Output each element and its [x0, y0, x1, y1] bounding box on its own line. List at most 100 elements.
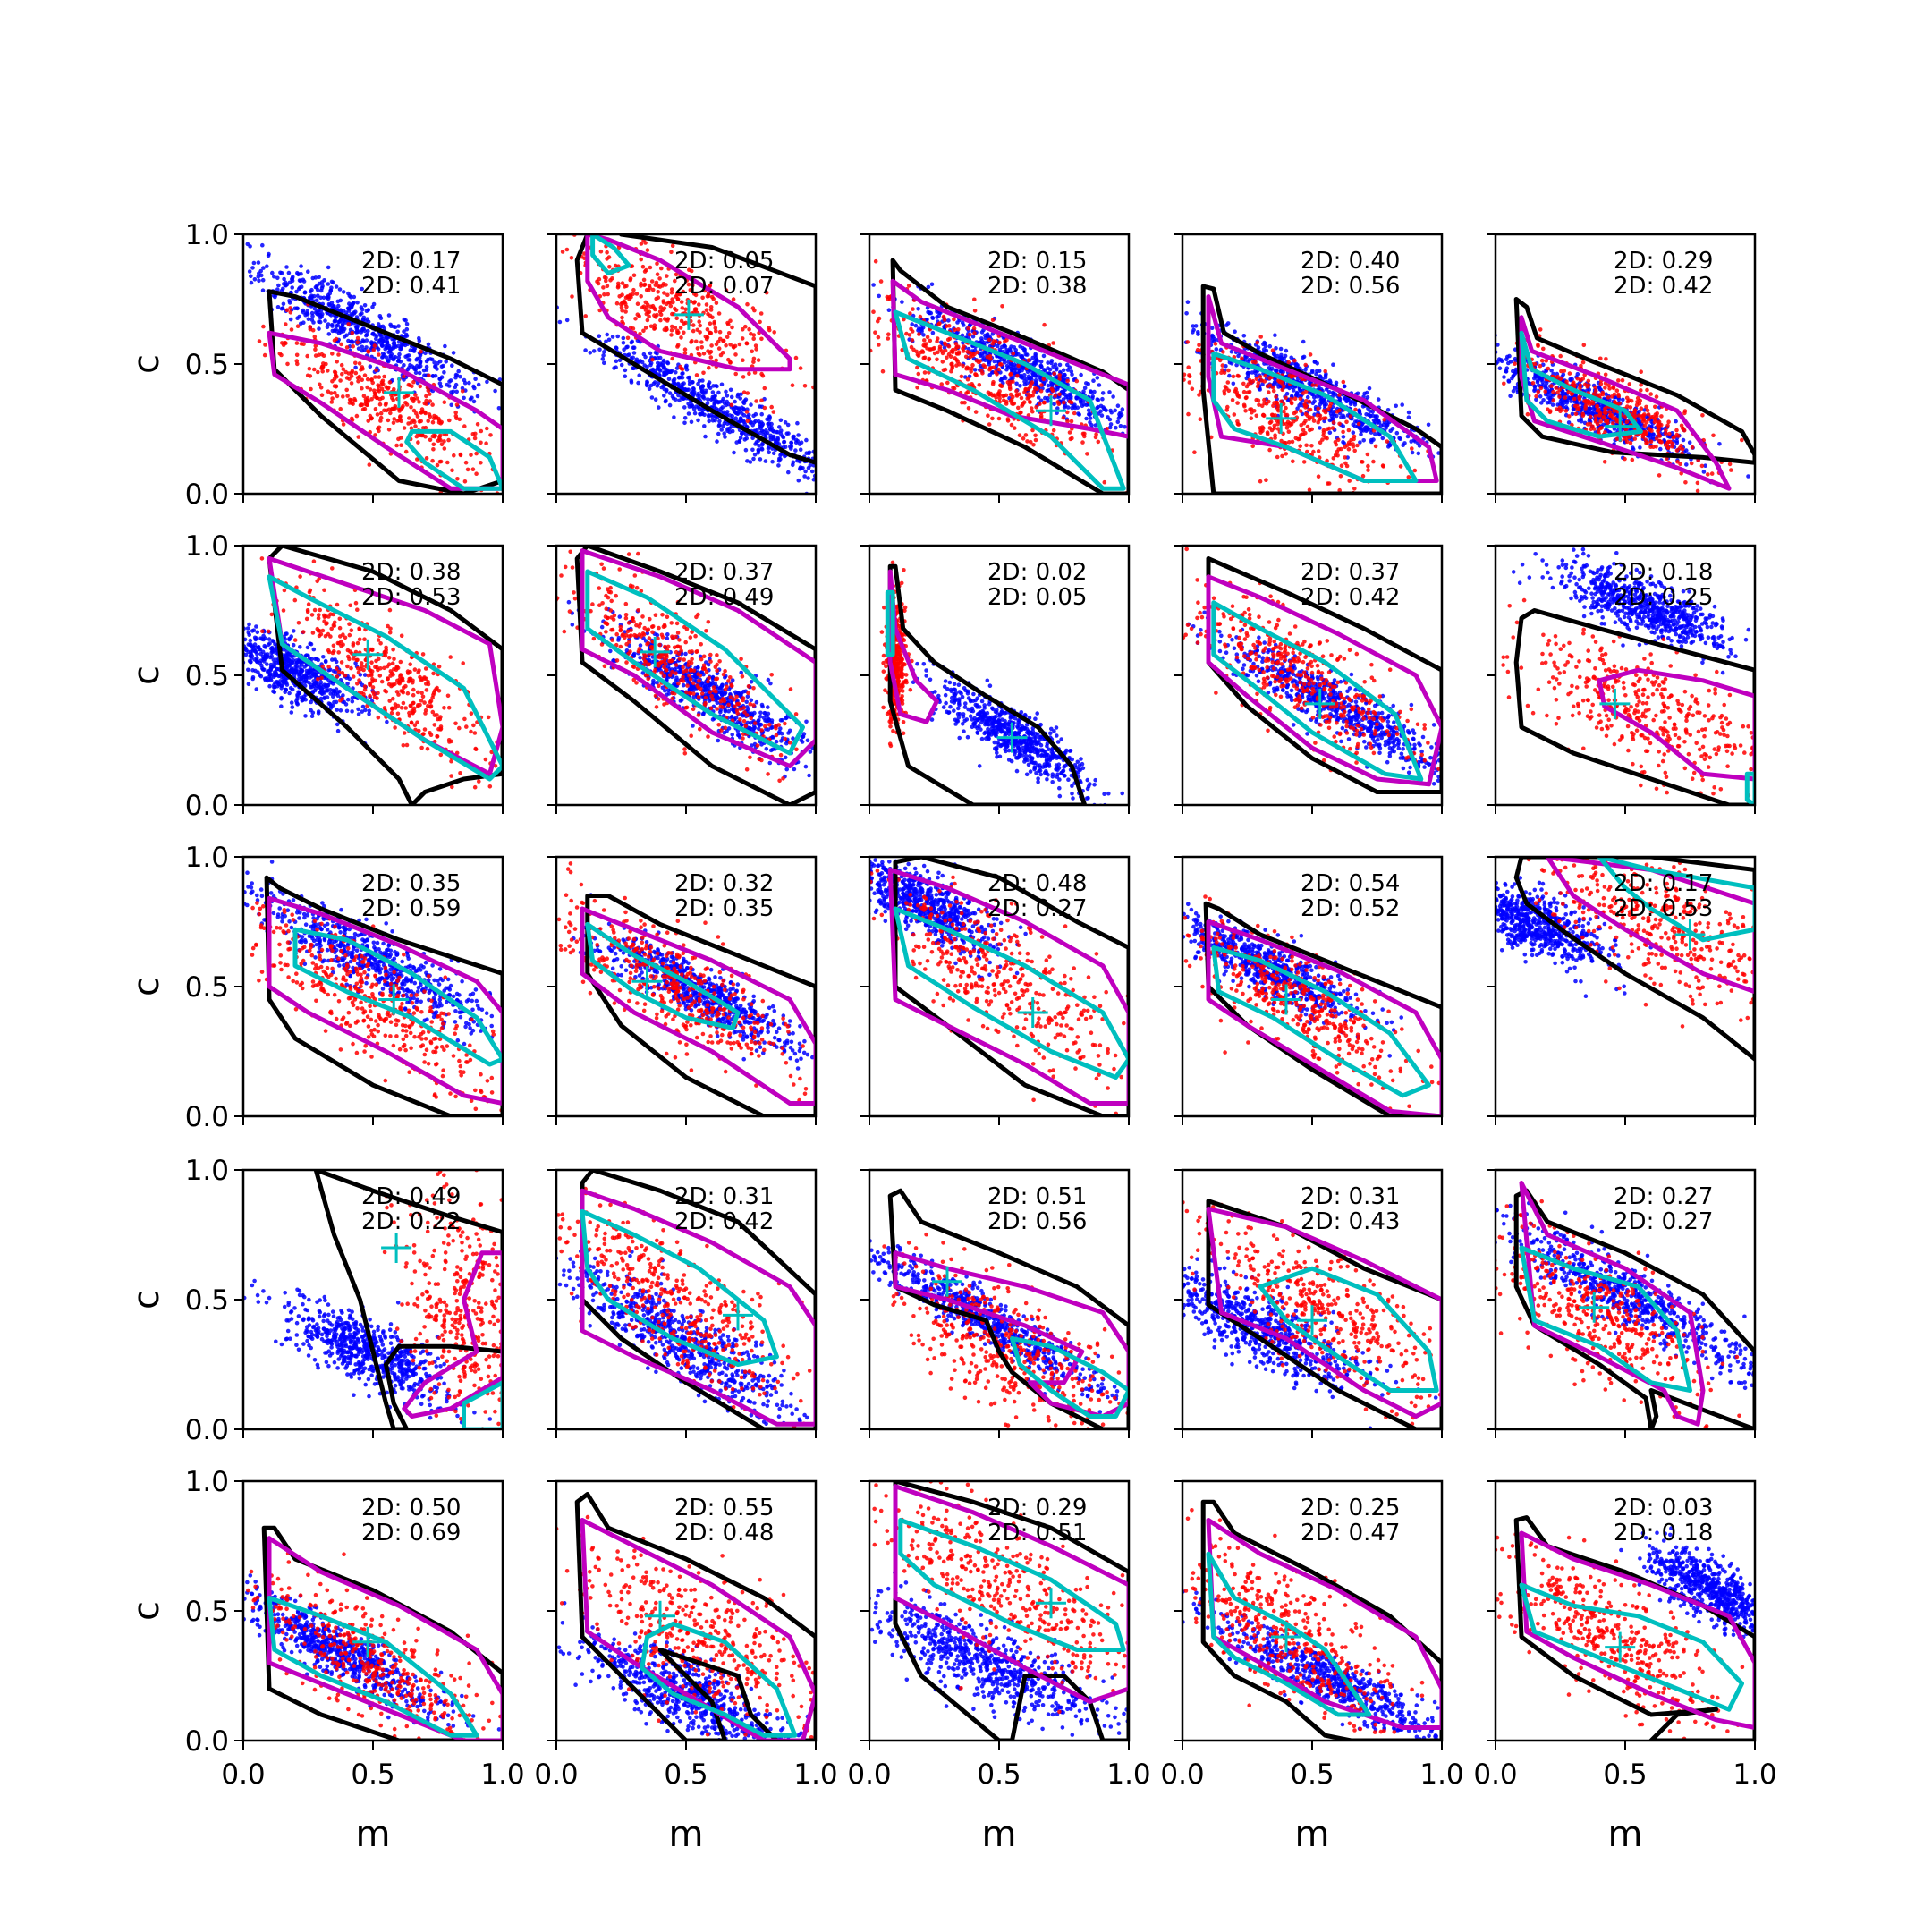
blue-scatter-point: [1046, 371, 1052, 376]
blue-scatter-point: [703, 434, 708, 439]
red-scatter-point: [1280, 387, 1284, 393]
blue-scatter-point: [1012, 345, 1017, 350]
blue-scatter-point: [1326, 390, 1332, 394]
red-scatter-point: [669, 287, 674, 292]
blue-scatter-point: [656, 381, 661, 386]
blue-scatter-point: [473, 377, 478, 382]
blue-scatter-point: [798, 447, 803, 453]
red-scatter-point: [707, 293, 711, 299]
red-scatter-point: [1380, 463, 1385, 468]
red-scatter-point: [631, 326, 636, 331]
blue-scatter-point: [329, 301, 335, 305]
red-scatter-point: [1659, 414, 1664, 419]
cross-marker: [673, 299, 704, 330]
red-scatter-point: [345, 394, 350, 398]
red-scatter-point: [996, 367, 1001, 372]
red-scatter-point: [1290, 374, 1294, 379]
blue-scatter-point: [1351, 430, 1356, 436]
red-scatter-point: [909, 344, 914, 350]
red-scatter-point: [1072, 411, 1077, 416]
blue-scatter-point: [1621, 397, 1625, 402]
red-scatter-point: [790, 383, 795, 388]
red-scatter-point: [916, 371, 921, 377]
blue-scatter-point: [397, 352, 402, 357]
red-scatter-point: [922, 355, 928, 360]
red-scatter-point: [394, 443, 399, 448]
red-scatter-point: [759, 336, 764, 342]
blue-scatter-point: [435, 367, 439, 371]
red-scatter-point: [731, 344, 736, 349]
blue-scatter-point: [1406, 410, 1411, 415]
blue-scatter-point: [1687, 440, 1692, 445]
red-scatter-point: [665, 318, 670, 323]
red-scatter-point: [1274, 401, 1279, 405]
blue-scatter-point: [1703, 463, 1707, 468]
blue-scatter-point: [696, 418, 700, 423]
red-scatter-point: [751, 356, 757, 361]
red-scatter-point: [662, 327, 667, 332]
red-scatter-point: [744, 341, 750, 346]
blue-scatter-point: [1057, 362, 1063, 368]
blue-scatter-point: [930, 330, 936, 335]
blue-scatter-point: [1210, 333, 1215, 338]
red-scatter-point: [365, 402, 369, 408]
blue-scatter-point: [777, 425, 782, 429]
blue-scatter-point: [733, 399, 737, 404]
panel-annotation: 2D: 0.15: [987, 248, 1087, 275]
red-scatter-point: [990, 381, 996, 386]
blue-scatter-point: [1312, 399, 1317, 404]
red-scatter-point: [637, 314, 641, 318]
blue-scatter-point: [1410, 450, 1415, 455]
blue-scatter-point: [370, 331, 376, 336]
red-scatter-point: [1304, 399, 1309, 403]
red-scatter-point: [1016, 363, 1021, 369]
blue-scatter-point: [1274, 346, 1278, 351]
red-scatter-point: [1096, 439, 1101, 445]
red-scatter-point: [375, 412, 380, 417]
red-scatter-point: [991, 339, 996, 343]
red-scatter-point: [737, 342, 742, 347]
blue-scatter-point: [1511, 374, 1515, 379]
red-scatter-point: [350, 330, 355, 335]
red-scatter-point: [658, 305, 664, 309]
blue-scatter-point: [1012, 362, 1017, 368]
red-scatter-point: [983, 364, 987, 369]
red-scatter-point: [369, 416, 374, 421]
blue-scatter-point: [750, 436, 755, 441]
red-scatter-point: [294, 341, 300, 345]
red-scatter-point: [351, 402, 355, 407]
red-scatter-point: [698, 323, 702, 328]
red-scatter-point: [1279, 438, 1284, 444]
red-scatter-point: [878, 279, 884, 284]
red-scatter-point: [1011, 394, 1015, 400]
red-scatter-point: [1326, 481, 1330, 486]
red-scatter-point: [754, 399, 758, 403]
blue-scatter-point: [796, 478, 801, 483]
red-scatter-point: [426, 388, 431, 394]
blue-scatter-point: [1111, 394, 1115, 399]
blue-scatter-point: [919, 327, 924, 332]
blue-scatter-point: [778, 418, 784, 423]
red-scatter-point: [1271, 403, 1275, 409]
blue-scatter-point: [767, 427, 773, 432]
blue-scatter-point: [1394, 403, 1398, 409]
blue-scatter-point: [433, 373, 438, 378]
blue-scatter-point: [1095, 397, 1100, 402]
red-scatter-point: [1339, 463, 1344, 468]
blue-scatter-point: [641, 352, 647, 357]
red-scatter-point: [442, 446, 447, 451]
blue-scatter-point: [707, 414, 711, 419]
blue-scatter-point: [358, 312, 363, 317]
red-scatter-point: [1265, 384, 1270, 389]
blue-scatter-point: [404, 322, 410, 326]
red-scatter-point: [1316, 419, 1320, 425]
blue-scatter-point: [306, 317, 311, 322]
blue-scatter-point: [1114, 425, 1118, 430]
blue-scatter-point: [631, 351, 637, 355]
red-scatter-point: [1538, 363, 1543, 369]
blue-scatter-point: [337, 319, 343, 324]
red-scatter-point: [415, 396, 419, 401]
blue-scatter-point: [727, 413, 733, 418]
